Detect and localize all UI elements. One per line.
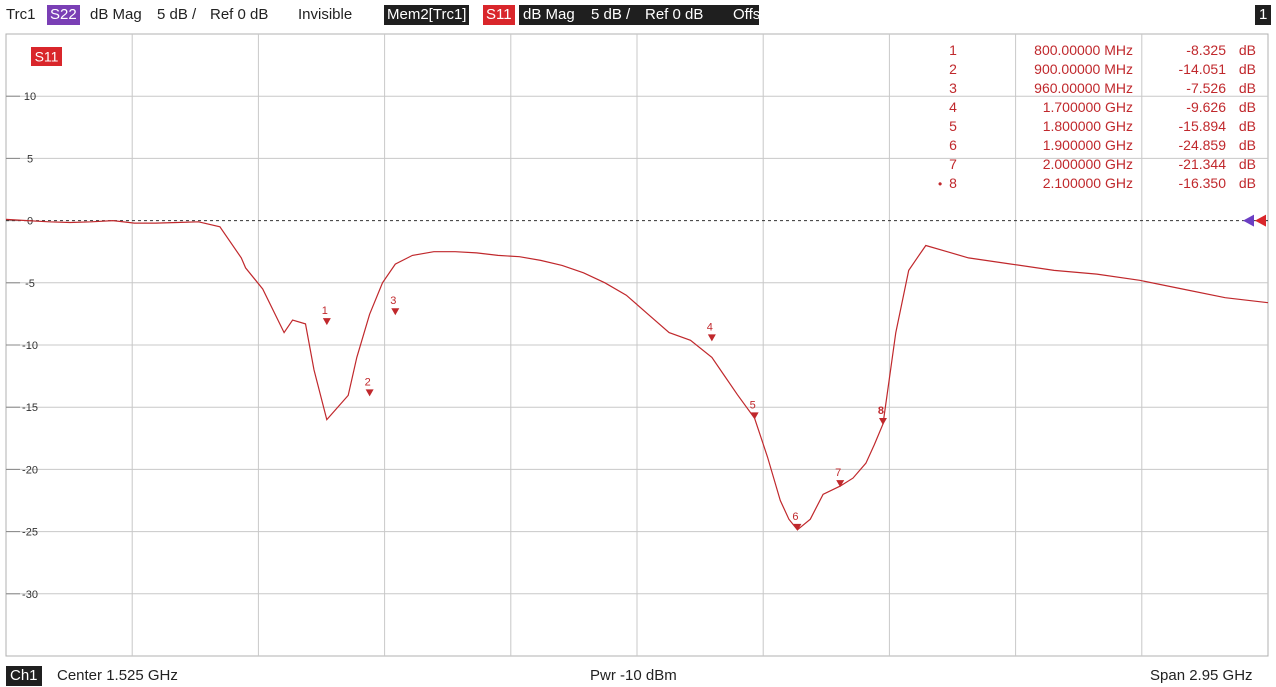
marker-table-number: 2 [949,61,957,77]
trace-scale[interactable]: 5 dB / [157,6,197,23]
marker-table: 1 800.00000 MHz -8.325 dB 2 900.00000 MHz -14.… [938,42,1256,191]
marker-table-value: -21.344 [1179,156,1227,172]
marker-table-unit: dB [1239,61,1256,77]
marker-group: 1 2 3 4 5 6 7 8 [322,295,887,531]
grid [6,34,1268,656]
marker-7-label: 7 [835,467,841,479]
trace-label: S11 [35,49,59,65]
s11-trace-line [5,218,1269,531]
marker-table-row[interactable]: 3 960.00000 MHz -7.526 dB [949,80,1256,96]
marker-table-unit: dB [1239,99,1256,115]
marker-table-row[interactable]: 1 800.00000 MHz -8.325 dB [949,42,1256,58]
marker-2-label: 2 [365,376,371,388]
marker-table-value: -8.325 [1186,42,1226,58]
mem-state: Offs [733,6,761,23]
marker-8-triangle[interactable] [878,417,887,425]
s11-badge[interactable]: S11 [483,5,515,25]
marker-table-value: -24.859 [1179,137,1227,153]
marker-table-frequency: 2.000000 GHz [1043,156,1133,172]
y-tick-label: -20 [22,464,38,476]
power-level[interactable]: Pwr -10 dBm [590,667,677,684]
marker-table-value: -9.626 [1186,99,1226,115]
s22-ref-arrow[interactable] [1243,214,1254,227]
mem-trace-badge[interactable]: Mem2[Trc1] [384,5,470,25]
y-tick-label: -10 [22,340,38,352]
marker-table-row[interactable]: 4 1.700000 GHz -9.626 dB [949,99,1256,115]
y-tick-labels: 10 5 0 -5 -10 -15 -20 -25 -30 [6,91,38,601]
s11-ref-arrow[interactable] [1255,214,1266,227]
y-tick-label: -15 [22,402,38,414]
marker-table-value: -16.350 [1179,175,1227,191]
marker-table-frequency: 2.100000 GHz [1043,175,1133,191]
marker-1-triangle[interactable] [322,318,331,326]
marker-4-triangle[interactable] [707,334,716,342]
reference-level-arrows [1243,214,1266,227]
marker-8-label: 8 [878,405,884,417]
marker-table-frequency: 1.900000 GHz [1043,137,1133,153]
s22-badge[interactable]: S22 [47,5,80,25]
y-tick-label: -30 [22,589,38,601]
marker-table-row[interactable]: 7 2.000000 GHz -21.344 dB [949,156,1256,172]
active-marker-dot: • [938,177,942,191]
y-tick-label: -5 [25,278,35,290]
marker-4-label: 4 [707,321,713,333]
trace-label-badge[interactable] [31,47,62,66]
mem-ref: Ref 0 dB [645,6,704,23]
trace-format[interactable]: dB Mag [90,6,142,23]
marker-3-triangle[interactable] [391,308,400,316]
marker-5-triangle[interactable] [750,412,759,420]
marker-table-unit: dB [1239,175,1256,191]
marker-table-row[interactable]: 6 1.900000 GHz -24.859 dB [949,137,1256,153]
marker-table-frequency: 800.00000 MHz [1034,42,1133,58]
marker-table-value: -15.894 [1179,118,1227,134]
marker-6-triangle[interactable] [793,523,802,531]
mem-format: dB Mag [523,6,575,23]
marker-7-triangle[interactable] [836,480,845,488]
marker-table-number: 4 [949,99,957,115]
marker-table-unit: dB [1239,156,1256,172]
marker-table-unit: dB [1239,42,1256,58]
marker-table-number: 8 [949,175,957,191]
center-frequency[interactable]: Center 1.525 GHz [57,667,178,684]
mem-scale: 5 dB / [591,6,631,23]
channel-badge[interactable]: Ch1 [6,666,42,686]
y-tick-label: 10 [24,91,36,103]
marker-table-frequency: 1.700000 GHz [1043,99,1133,115]
marker-table-row[interactable]: • 8 2.100000 GHz -16.350 dB [938,175,1256,191]
marker-table-row[interactable]: 5 1.800000 GHz -15.894 dB [949,118,1256,134]
marker-6-label: 6 [792,511,798,523]
y-tick-label: -25 [22,527,38,539]
span-frequency[interactable]: Span 2.95 GHz [1150,667,1253,684]
marker-table-frequency: 900.00000 MHz [1034,61,1133,77]
marker-2-triangle[interactable] [365,389,374,397]
y-tick-label: 5 [27,153,33,165]
marker-table-frequency: 960.00000 MHz [1034,80,1133,96]
marker-table-unit: dB [1239,137,1256,153]
marker-table-number: 5 [949,118,957,134]
y-tick-label: 0 [27,216,33,228]
marker-3-label: 3 [390,295,396,307]
trace-header-bar: Trc1 S22 dB Mag 5 dB / Ref 0 dB Invisibl… [0,0,1276,34]
channel-number-badge[interactable]: 1 [1255,5,1272,25]
marker-table-value: -14.051 [1179,61,1227,77]
mem-trace-info[interactable]: dB Mag 5 dB / Ref 0 dB Offs [519,5,761,25]
trace-ref[interactable]: Ref 0 dB [210,6,269,23]
marker-table-frequency: 1.800000 GHz [1043,118,1133,134]
marker-5-label: 5 [750,399,756,411]
marker-table-number: 1 [949,42,957,58]
marker-table-number: 7 [949,156,957,172]
marker-table-number: 6 [949,137,957,153]
marker-table-number: 3 [949,80,957,96]
marker-1-label: 1 [322,305,328,317]
marker-table-value: -7.526 [1186,80,1226,96]
marker-table-unit: dB [1239,118,1256,134]
marker-table-row[interactable]: 2 900.00000 MHz -14.051 dB [949,61,1256,77]
trace-name[interactable]: Trc1 [6,6,36,23]
marker-table-unit: dB [1239,80,1256,96]
trace-state: Invisible [298,6,353,23]
